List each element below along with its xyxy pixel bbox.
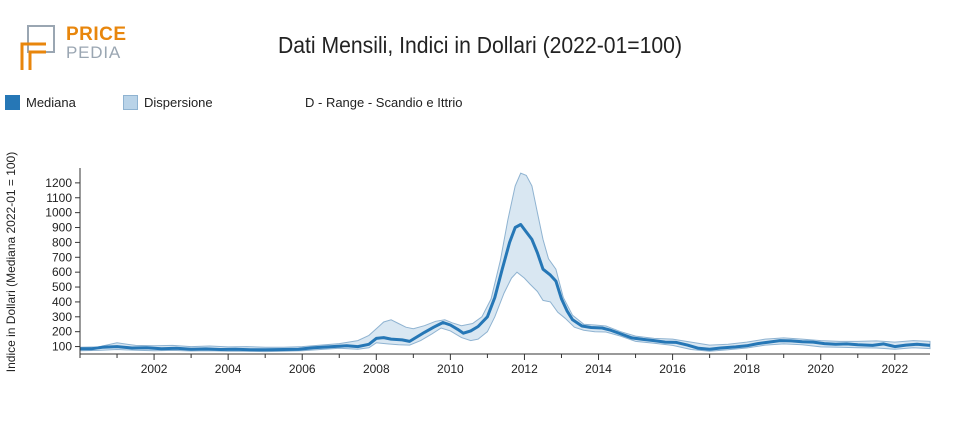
x-tick-label: 2018 <box>733 362 760 376</box>
x-tick-label: 2022 <box>881 362 908 376</box>
legend-series-name: D - Range - Scandio e Ittrio <box>305 95 463 110</box>
y-tick-label: 400 <box>52 295 72 309</box>
y-tick-label: 1100 <box>46 191 72 205</box>
y-tick-label: 100 <box>52 340 72 354</box>
logo-text-pedia: PEDIA <box>66 43 122 62</box>
y-tick-label: 800 <box>52 235 72 249</box>
y-axis-label: Indice in Dollari (Mediana 2022-01 = 100… <box>4 152 18 372</box>
median-line <box>80 223 931 352</box>
y-tick-label: 300 <box>52 310 72 324</box>
x-tick-label: 2012 <box>511 362 538 376</box>
x-tick-label: 2002 <box>141 362 168 376</box>
pricepedia-logo: PRICE PEDIA <box>18 22 128 74</box>
logo-text-price: PRICE <box>66 24 127 45</box>
y-tick-label: 200 <box>52 325 72 339</box>
y-tick-label: 700 <box>52 250 72 264</box>
x-tick-label: 2004 <box>215 362 242 376</box>
x-tick-label: 2016 <box>659 362 686 376</box>
y-tick-label: 900 <box>52 221 72 235</box>
y-tick-label: 1000 <box>45 206 72 220</box>
legend-series-label: D - Range - Scandio e Ittrio <box>305 95 463 110</box>
y-tick-label: 500 <box>52 280 72 294</box>
legend-median[interactable]: Mediana <box>5 95 76 110</box>
x-tick-label: 2010 <box>437 362 464 376</box>
legend-dispersion[interactable]: Dispersione <box>123 95 213 110</box>
logo-mark-icon <box>20 25 55 70</box>
y-tick-label: 600 <box>52 265 72 279</box>
x-tick-label: 2006 <box>289 362 316 376</box>
chart-title: Dati Mensili, Indici in Dollari (2022-01… <box>278 32 682 58</box>
x-tick-label: 2014 <box>585 362 612 376</box>
legend-dispersion-label: Dispersione <box>144 95 213 110</box>
legend-median-label: Mediana <box>26 95 76 110</box>
x-tick-label: 2020 <box>807 362 834 376</box>
legend-median-swatch <box>5 95 20 110</box>
y-tick-label: 1200 <box>45 176 72 190</box>
legend-dispersion-swatch <box>123 95 138 110</box>
x-tick-label: 2008 <box>363 362 390 376</box>
